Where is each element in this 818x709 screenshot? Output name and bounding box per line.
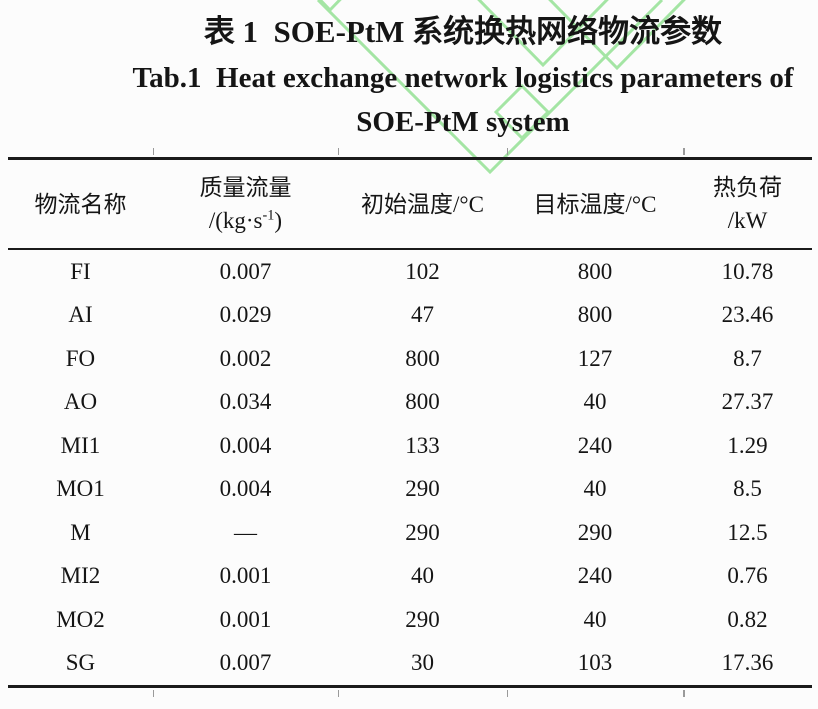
cell-stream-name: SG: [65, 650, 96, 676]
cell-heat-load: 0.82: [727, 606, 768, 632]
cell-mass-flow: 0.029: [219, 302, 272, 328]
cell-target-temp: 800: [577, 258, 613, 284]
table-row: AI 0.029 47 800 23.46: [8, 294, 812, 338]
column-tick: [337, 148, 340, 155]
cell-initial-temp: 290: [405, 476, 440, 502]
cell-heat-load: 10.78: [721, 258, 774, 284]
watermark-chevron: [548, 0, 686, 71]
header-label: 物流名称: [34, 191, 127, 217]
cell-target-temp: 240: [577, 563, 613, 589]
table-row: MO2 0.001 290 40 0.82: [8, 598, 812, 642]
unit-prefix: /(kg·s: [208, 208, 263, 233]
cell-target-temp: 127: [577, 345, 613, 371]
header-label: 质量流量: [199, 175, 292, 200]
table-title-english-line2: SOE-PtM system: [356, 106, 570, 138]
table-row: M — 290 290 12.5: [8, 511, 812, 555]
cell-initial-temp: 133: [405, 432, 440, 458]
cell-initial-temp: 30: [410, 650, 434, 676]
header-unit: /(kg·s-1): [209, 204, 282, 237]
table-row: AO 0.034 800 40 27.37: [8, 381, 812, 425]
cell-initial-temp: 102: [405, 258, 440, 284]
cell-mass-flow: 0.004: [219, 476, 272, 502]
column-tick: [506, 148, 509, 155]
cell-stream-name: MI1: [60, 432, 101, 458]
cell-stream-name: MO2: [56, 606, 105, 632]
table-row: MO1 0.004 290 40 8.5: [8, 468, 812, 512]
cell-initial-temp: 47: [410, 302, 434, 328]
cell-target-temp: 40: [583, 389, 607, 415]
table-row: FI 0.007 102 800 10.78: [8, 250, 812, 294]
column-tick: [506, 690, 509, 697]
header-mass-flow: 质量流量 /(kg·s-1): [153, 160, 338, 248]
cell-mass-flow: 0.001: [219, 606, 272, 632]
cell-stream-name: MI2: [60, 563, 101, 589]
cell-mass-flow: —: [233, 519, 257, 545]
table-row: MI2 0.001 40 240 0.76: [8, 555, 812, 599]
table-body: FI 0.007 102 800 10.78 AI 0.029 47 800 2…: [8, 250, 812, 688]
header-label: 热负荷: [712, 175, 782, 200]
table-row: SG 0.007 30 103 17.36: [8, 642, 812, 686]
cell-mass-flow: 0.007: [219, 258, 272, 284]
column-tick: [337, 690, 340, 697]
cell-target-temp: 103: [577, 650, 613, 676]
header-target-temperature: 目标温度/°C: [507, 160, 683, 248]
cell-target-temp: 800: [577, 302, 613, 328]
header-unit: /kW: [727, 208, 768, 233]
header-stream-name: 物流名称: [8, 160, 153, 248]
watermark-chevron: [477, 0, 609, 68]
cell-heat-load: 12.5: [727, 519, 768, 545]
cell-heat-load: 8.7: [733, 345, 762, 371]
cell-heat-load: 23.46: [721, 302, 774, 328]
cell-heat-load: 17.36: [721, 650, 774, 676]
unit-suffix: ): [274, 208, 283, 233]
cell-stream-name: AI: [68, 302, 93, 328]
column-tick: [683, 690, 685, 697]
cell-initial-temp: 40: [410, 563, 434, 589]
cell-mass-flow: 0.004: [219, 432, 272, 458]
column-tick: [683, 148, 685, 155]
table-title-chinese: 表 1 SOE-PtM 系统换热网络物流参数: [203, 14, 723, 49]
cell-heat-load: 27.37: [721, 389, 774, 415]
cell-target-temp: 290: [577, 519, 613, 545]
cell-initial-temp: 290: [405, 519, 440, 545]
cell-target-temp: 40: [583, 606, 607, 632]
cell-initial-temp: 290: [405, 606, 440, 632]
header-label: 目标温度/°C: [533, 191, 657, 217]
cell-mass-flow: 0.002: [219, 345, 272, 371]
cell-mass-flow: 0.007: [219, 650, 272, 676]
cell-stream-name: AO: [63, 389, 98, 415]
cell-stream-name: M: [70, 519, 91, 545]
watermark-chevron: [318, 0, 342, 13]
table-row: FO 0.002 800 127 8.7: [8, 337, 812, 381]
column-tick: [152, 148, 155, 155]
unit-superscript: -1: [262, 207, 275, 224]
table-caption: 表 1 SOE-PtM 系统换热网络物流参数 Tab.1 Heat exchan…: [0, 10, 818, 144]
watermark-diamond: [493, 83, 551, 141]
parameters-table: 物流名称 质量流量 /(kg·s-1) 初始温度/°C 目标温度/°C 热负荷 …: [8, 148, 812, 697]
cell-heat-load: 0.76: [727, 563, 768, 589]
cell-mass-flow: 0.001: [219, 563, 272, 589]
cell-heat-load: 1.29: [727, 432, 768, 458]
header-label: 初始温度/°C: [360, 191, 484, 217]
cell-initial-temp: 800: [405, 345, 440, 371]
cell-stream-name: FO: [65, 345, 96, 371]
cell-stream-name: FI: [70, 258, 91, 284]
cell-target-temp: 40: [583, 476, 607, 502]
table-row: MI1 0.004 133 240 1.29: [8, 424, 812, 468]
header-heat-load: 热负荷 /kW: [683, 160, 812, 248]
cell-heat-load: 8.5: [733, 476, 762, 502]
column-tick: [152, 690, 155, 697]
header-row: 物流名称 质量流量 /(kg·s-1) 初始温度/°C 目标温度/°C 热负荷 …: [8, 157, 812, 250]
cell-target-temp: 240: [577, 432, 613, 458]
cell-mass-flow: 0.034: [219, 389, 272, 415]
cell-initial-temp: 800: [405, 389, 440, 415]
table-title-english-line1: Tab.1 Heat exchange network logistics pa…: [132, 62, 794, 94]
header-initial-temperature: 初始温度/°C: [338, 160, 507, 248]
cell-stream-name: MO1: [56, 476, 105, 502]
